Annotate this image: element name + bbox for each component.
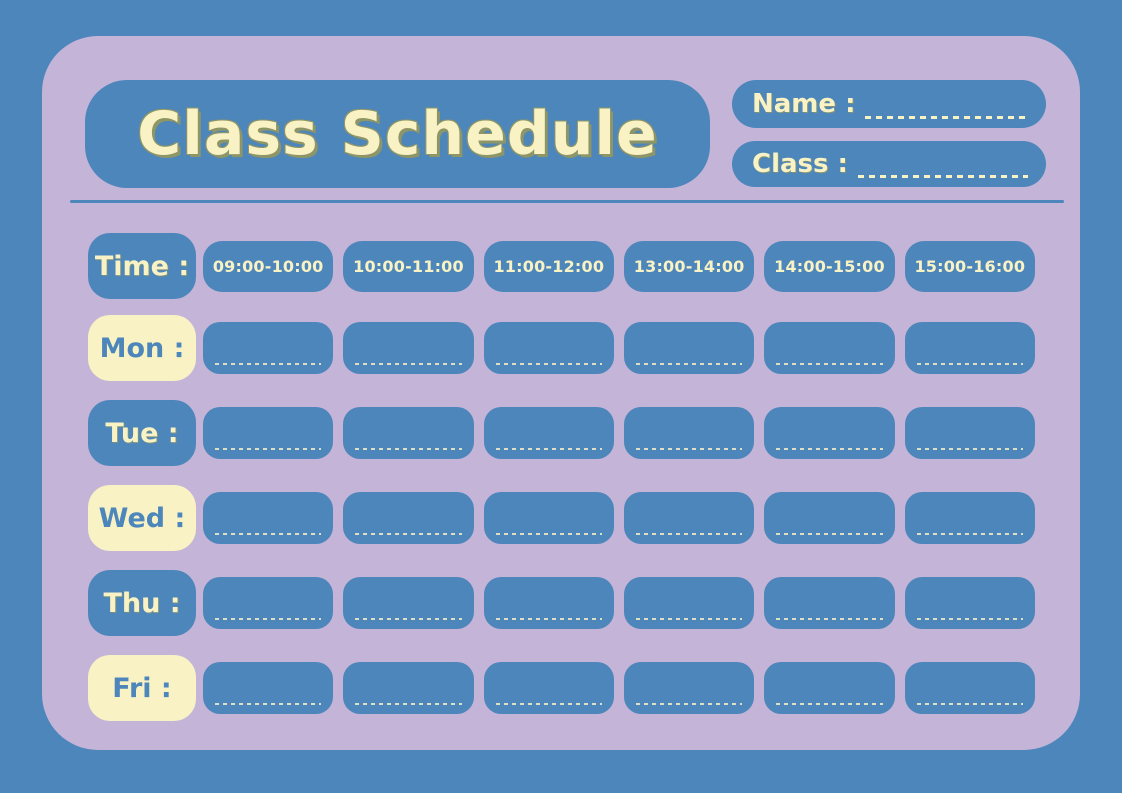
cell-write-line <box>355 362 462 365</box>
schedule-cell[interactable] <box>203 407 334 459</box>
cell-write-line <box>495 447 602 450</box>
time-slots: 09:00-10:00 10:00-11:00 11:00-12:00 13:00-1… <box>203 240 1035 292</box>
cell-write-line <box>916 447 1023 450</box>
schedule-cell[interactable] <box>203 662 334 714</box>
cell-write-line <box>635 362 743 365</box>
schedule-cell[interactable] <box>623 577 755 629</box>
schedule-grid: Time : 09:00-10:00 10:00-11:00 11:00-12:00… <box>88 233 1035 740</box>
day-cells <box>203 577 1035 629</box>
name-write-line[interactable] <box>865 116 1028 119</box>
header-divider <box>70 200 1064 203</box>
day-cells <box>203 492 1035 544</box>
cell-write-line <box>495 617 602 620</box>
schedule-cell[interactable] <box>483 407 614 459</box>
schedule-cell[interactable] <box>764 492 895 544</box>
title-banner: Class Schedule <box>85 80 710 188</box>
cell-write-line <box>776 362 883 365</box>
cell-write-line <box>215 532 322 535</box>
schedule-cell[interactable] <box>343 577 474 629</box>
page-title: Class Schedule <box>137 99 658 169</box>
cell-write-line <box>776 617 883 620</box>
cell-write-line <box>355 532 462 535</box>
schedule-cell[interactable] <box>904 492 1035 544</box>
cell-write-line <box>215 617 322 620</box>
day-label-pill: Thu : <box>88 570 196 636</box>
day-rows: Mon : Tue : Wed : Thu : Fri : <box>88 315 1035 721</box>
time-label: Time : <box>94 250 190 282</box>
cell-write-line <box>635 617 743 620</box>
time-slot-header: 10:00-11:00 <box>343 240 474 292</box>
schedule-cell[interactable] <box>764 662 895 714</box>
schedule-cell[interactable] <box>623 407 755 459</box>
schedule-cell[interactable] <box>764 407 895 459</box>
cell-write-line <box>776 702 883 705</box>
schedule-cell[interactable] <box>904 662 1035 714</box>
cell-write-line <box>495 362 602 365</box>
day-row: Thu : <box>88 570 1035 636</box>
schedule-cell[interactable] <box>623 492 755 544</box>
cell-write-line <box>635 532 743 535</box>
schedule-cell[interactable] <box>904 322 1035 374</box>
cell-write-line <box>635 447 743 450</box>
schedule-cell[interactable] <box>483 577 614 629</box>
day-row: Tue : <box>88 400 1035 466</box>
cell-write-line <box>916 702 1023 705</box>
cell-write-line <box>215 447 322 450</box>
cell-write-line <box>776 447 883 450</box>
schedule-cell[interactable] <box>764 322 895 374</box>
day-label-pill: Wed : <box>88 485 196 551</box>
cell-write-line <box>355 702 462 705</box>
schedule-cell[interactable] <box>483 662 614 714</box>
cell-write-line <box>776 532 883 535</box>
schedule-cell[interactable] <box>343 492 474 544</box>
name-field-label: Name : <box>752 89 856 119</box>
schedule-cell[interactable] <box>343 322 474 374</box>
cell-write-line <box>916 362 1023 365</box>
day-label-pill: Tue : <box>88 400 196 466</box>
cell-write-line <box>916 617 1023 620</box>
schedule-cell[interactable] <box>483 492 614 544</box>
cell-write-line <box>215 702 322 705</box>
day-label-pill: Mon : <box>88 315 196 381</box>
schedule-cell[interactable] <box>203 322 334 374</box>
time-label-pill: Time : <box>88 233 196 299</box>
class-write-line[interactable] <box>857 175 1028 178</box>
schedule-cell[interactable] <box>623 322 755 374</box>
schedule-cell[interactable] <box>203 577 334 629</box>
schedule-panel: Class Schedule Name : Class : Time : 09:… <box>42 36 1080 750</box>
day-cells <box>203 322 1035 374</box>
cell-write-line <box>495 532 602 535</box>
time-slot-header: 11:00-12:00 <box>483 240 614 292</box>
class-field[interactable]: Class : <box>732 141 1046 187</box>
schedule-cell[interactable] <box>904 407 1035 459</box>
time-slot-header: 09:00-10:00 <box>203 240 334 292</box>
class-field-label: Class : <box>752 149 848 179</box>
schedule-cell[interactable] <box>203 492 334 544</box>
cell-write-line <box>215 362 322 365</box>
schedule-cell[interactable] <box>483 322 614 374</box>
time-slot-header: 13:00-14:00 <box>623 240 755 292</box>
schedule-cell[interactable] <box>343 407 474 459</box>
cell-write-line <box>635 702 743 705</box>
time-slot-header: 14:00-15:00 <box>764 240 895 292</box>
cell-write-line <box>916 532 1023 535</box>
time-header-row: Time : 09:00-10:00 10:00-11:00 11:00-12:00… <box>88 233 1035 299</box>
name-field[interactable]: Name : <box>732 80 1046 128</box>
day-row: Mon : <box>88 315 1035 381</box>
schedule-cell[interactable] <box>904 577 1035 629</box>
cell-write-line <box>355 447 462 450</box>
time-slot-header: 15:00-16:00 <box>904 240 1035 292</box>
cell-write-line <box>495 702 602 705</box>
day-row: Wed : <box>88 485 1035 551</box>
schedule-cell[interactable] <box>343 662 474 714</box>
schedule-cell[interactable] <box>764 577 895 629</box>
cell-write-line <box>355 617 462 620</box>
schedule-cell[interactable] <box>623 662 755 714</box>
day-label-pill: Fri : <box>88 655 196 721</box>
day-row: Fri : <box>88 655 1035 721</box>
day-cells <box>203 662 1035 714</box>
day-cells <box>203 407 1035 459</box>
